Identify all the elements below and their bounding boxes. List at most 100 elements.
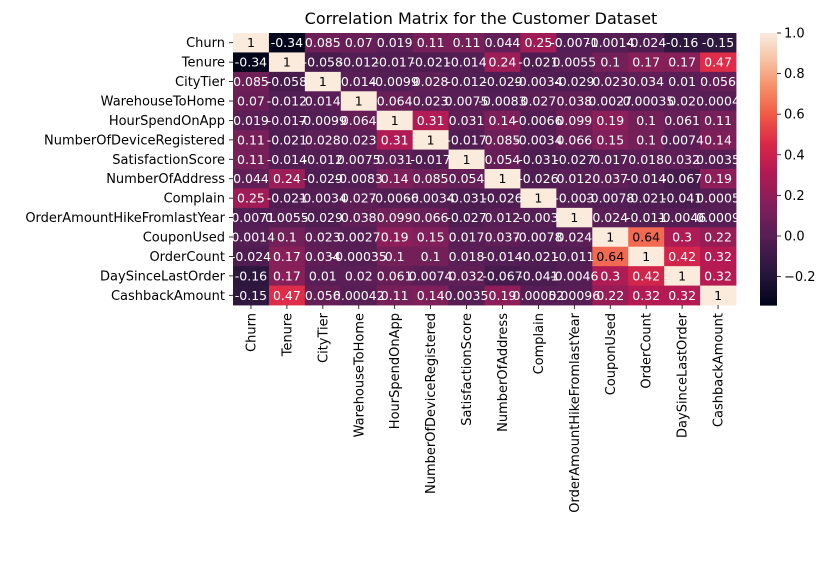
colorbar-segment [760,35,777,39]
heatmap-cell-value: 1 [570,210,578,225]
colorbar-segment [760,212,777,215]
heatmap-cell [340,188,378,209]
heatmap-cell [304,130,342,150]
heatmap-cell-value: 0.032 [664,152,700,167]
heatmap-cell-value: 0.085 [305,35,341,50]
colorbar-segment [760,53,777,57]
heatmap-cell [304,71,342,92]
heatmap-cell [700,227,737,248]
heatmap-cell-value: 0.14 [704,132,732,147]
heatmap-cell-value: -0.0071 [227,210,275,225]
x-axis-tick-label: CashbackAmount [712,313,727,427]
heatmap-cell [520,207,557,228]
colorbar-segment [760,275,777,279]
heatmap-cell-value: -0.003 [518,210,558,225]
heatmap-cell-value: 0.00042 [333,288,385,303]
colorbar-segment [760,191,777,195]
heatmap-cell [484,266,521,286]
heatmap-cell [304,285,342,306]
y-axis-tick-label: CityTier [175,75,226,90]
x-axis-tick-label: HourSpendOnApp [388,313,403,429]
heatmap-cell [520,227,557,248]
colorbar-segment [760,69,777,73]
heatmap-cell [448,227,485,248]
heatmap-cell-value: 0.037 [592,171,628,186]
colorbar-segment [760,173,777,177]
colorbar-segment [760,203,777,206]
heatmap-cell-value: 1 [714,288,722,303]
colorbar-segment [760,182,777,186]
heatmap-cell-value: 0.31 [381,132,409,147]
x-axis-tick-label: WarehouseToHome [352,313,367,437]
colorbar-segment [760,71,777,75]
heatmap-cell-value: -0.029 [482,74,522,89]
heatmap-cell-value: 0.0027 [337,230,381,245]
heatmap-cell-value: 1 [606,230,614,245]
heatmap-cell-value: 0.32 [704,268,732,283]
colorbar-segment [760,94,777,98]
colorbar-segment [760,184,777,188]
heatmap-cell [268,188,306,209]
heatmap-cell-value: 1 [355,94,363,109]
heatmap-cell-value: 0.014 [305,94,341,109]
heatmap-cell [556,285,593,306]
heatmap-cell [304,33,342,53]
heatmap-cell-value: -0.0046 [550,268,598,283]
heatmap-cell [412,110,449,131]
heatmap-cell-value: 0.47 [273,288,301,303]
heatmap-cell-value: -0.0071 [550,35,598,50]
colorbar-segment [760,78,777,82]
colorbar-segment [760,139,777,143]
heatmap-cell [664,266,701,286]
heatmap-cell [376,285,414,306]
colorbar-segment [760,48,777,52]
heatmap-cell [448,71,485,92]
heatmap-cell-value: 0.066 [413,210,449,225]
heatmap-cell [700,149,737,170]
colorbar-segment [760,166,777,170]
colorbar-segment [760,175,777,179]
heatmap-cell [340,246,378,267]
heatmap-cell [556,207,593,228]
heatmap-cell-value: 0.19 [704,171,732,186]
heatmap-cell [664,169,701,189]
colorbar-segment [760,261,777,265]
heatmap-cell-value: 0.14 [417,288,445,303]
heatmap-cell [340,149,378,170]
heatmap-cell-value: 0.11 [237,152,265,167]
heatmap-cell [592,91,629,112]
heatmap-cell-value: 0.085 [233,74,269,89]
heatmap-cell [304,188,342,209]
y-axis-tick-label: CashbackAmount [111,289,225,304]
heatmap-cell [664,227,701,248]
colorbar-tick-label: 1.0 [784,27,805,42]
colorbar-segment [760,164,777,168]
heatmap-cell-value: -0.014 [267,152,307,167]
heatmap-cell [268,110,306,131]
heatmap-cell-value: 0.24 [273,171,301,186]
heatmap-cell-value: 0.014 [341,74,377,89]
heatmap-cell-value: 0.027 [341,191,377,206]
heatmap-cell-value: -0.15 [702,35,734,50]
heatmap-cell [376,33,414,53]
heatmap-cell [592,110,629,131]
colorbar-segment [760,119,777,123]
colorbar-segment [760,241,777,245]
colorbar-segment [760,207,777,211]
colorbar-segment [760,91,777,95]
heatmap-cell-value: 0.0035 [445,288,489,303]
heatmap-cell-value: 0.15 [417,230,445,245]
heatmap-cell-value: 0.1 [600,55,620,70]
heatmap-cell [412,188,449,209]
heatmap-cell-value: -0.0066 [371,191,419,206]
colorbar-segment [760,64,777,68]
heatmap-cell-value: 0.17 [273,268,301,283]
heatmap-cell [340,207,378,228]
heatmap-cell-value: 0.14 [381,171,409,186]
heatmap-cell-value: 0.17 [632,55,660,70]
heatmap-cell-value: 1 [534,191,542,206]
colorbar-segment [760,271,777,274]
colorbar-segment [760,289,777,293]
y-axis-tick-label: Complain [164,192,225,207]
heatmap-cell [268,52,306,73]
